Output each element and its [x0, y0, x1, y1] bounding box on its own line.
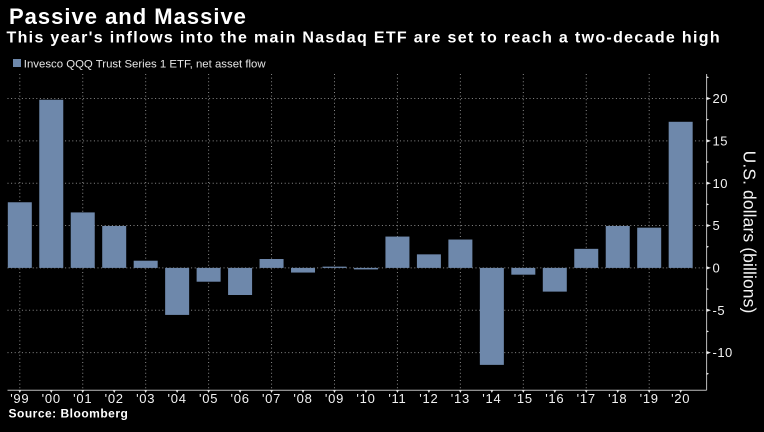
svg-text:'00: '00 — [42, 391, 61, 406]
svg-text:'17: '17 — [577, 391, 596, 406]
svg-text:'11: '11 — [388, 391, 406, 406]
svg-text:-10: -10 — [713, 345, 733, 360]
svg-text:0: 0 — [713, 261, 721, 276]
svg-text:'15: '15 — [514, 391, 533, 406]
svg-text:Passive and Massive: Passive and Massive — [9, 4, 247, 29]
svg-text:'01: '01 — [73, 391, 92, 406]
svg-text:Invesco QQQ Trust Series 1 ETF: Invesco QQQ Trust Series 1 ETF, net asse… — [24, 58, 267, 70]
svg-text:-5: -5 — [713, 303, 726, 318]
svg-text:'99: '99 — [10, 391, 29, 406]
svg-text:15: 15 — [713, 133, 728, 148]
svg-text:U.S. dollars (billions): U.S. dollars (billions) — [740, 151, 760, 314]
svg-text:'10: '10 — [356, 391, 375, 406]
svg-text:'09: '09 — [325, 391, 344, 406]
svg-text:'08: '08 — [293, 391, 312, 406]
svg-text:'07: '07 — [262, 391, 281, 406]
svg-text:10: 10 — [713, 176, 728, 191]
svg-text:20: 20 — [713, 91, 728, 106]
svg-text:'20: '20 — [671, 391, 690, 406]
svg-text:'04: '04 — [168, 391, 187, 406]
svg-text:'03: '03 — [136, 391, 155, 406]
svg-text:'13: '13 — [451, 391, 470, 406]
svg-text:'12: '12 — [419, 391, 438, 406]
svg-text:'19: '19 — [640, 391, 659, 406]
svg-text:5: 5 — [713, 218, 721, 233]
svg-text:'02: '02 — [105, 391, 124, 406]
svg-text:'05: '05 — [199, 391, 218, 406]
svg-text:'06: '06 — [230, 391, 249, 406]
svg-text:'18: '18 — [608, 391, 627, 406]
svg-text:Source: Bloomberg: Source: Bloomberg — [9, 407, 129, 421]
svg-text:'16: '16 — [545, 391, 564, 406]
svg-text:'14: '14 — [482, 391, 501, 406]
svg-text:This year's inflows into the m: This year's inflows into the main Nasdaq… — [7, 29, 721, 46]
